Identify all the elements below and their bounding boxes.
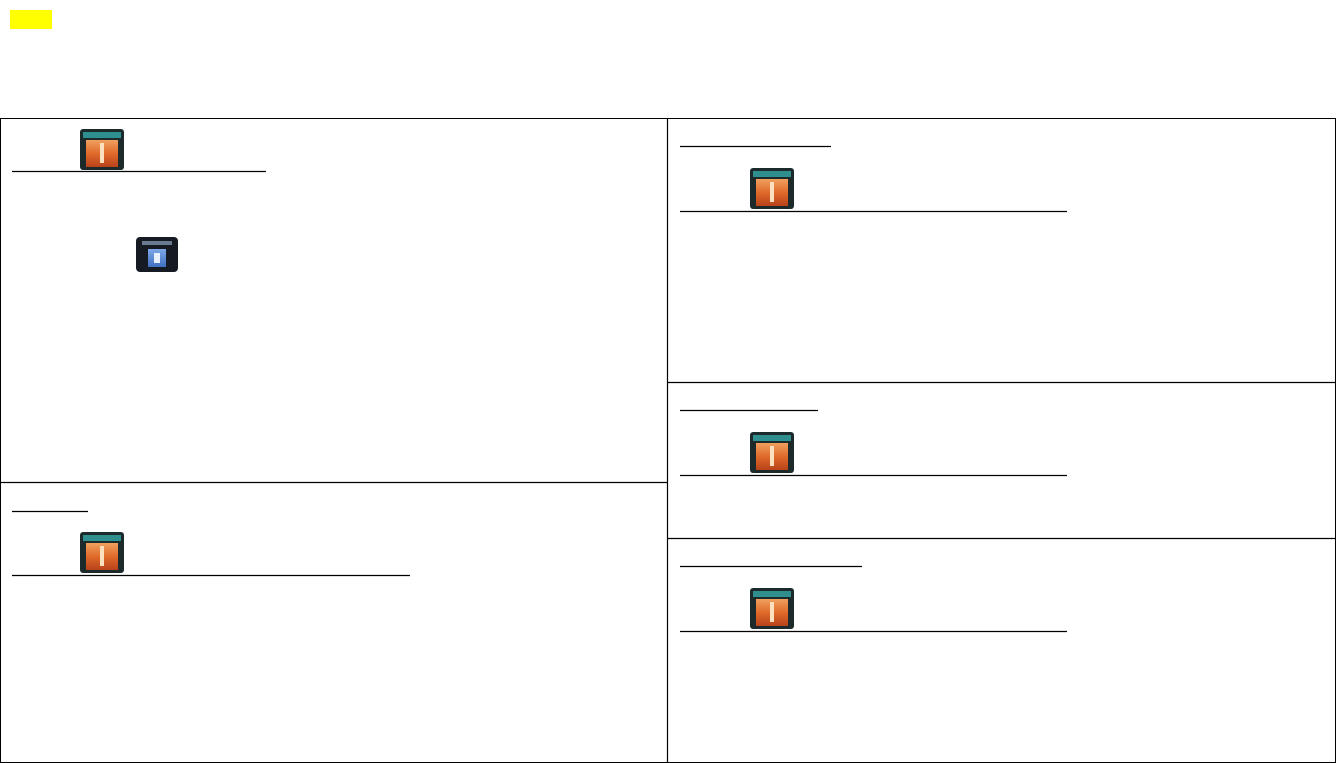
app-icon [750, 168, 794, 209]
app-icon [750, 588, 794, 629]
highlight-box [10, 10, 52, 29]
app-icon [750, 432, 794, 473]
app-icon [136, 237, 178, 272]
app-icon [80, 129, 124, 170]
app-icon [80, 532, 124, 573]
